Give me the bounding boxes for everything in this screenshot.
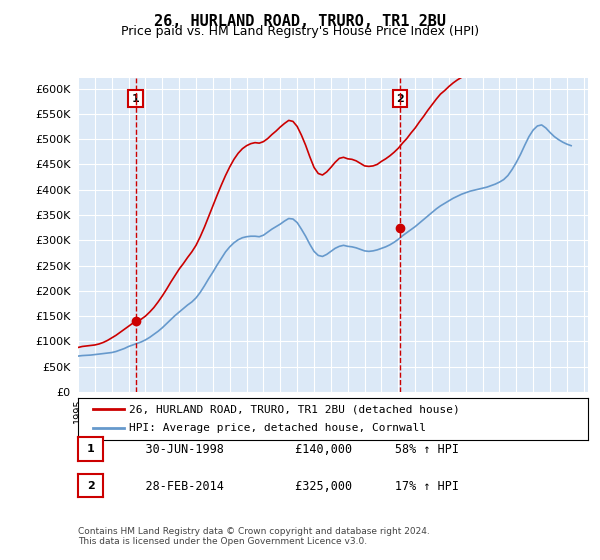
Text: 2: 2 bbox=[87, 480, 94, 491]
Text: 26, HURLAND ROAD, TRURO, TR1 2BU (detached house): 26, HURLAND ROAD, TRURO, TR1 2BU (detach… bbox=[129, 404, 460, 414]
Text: HPI: Average price, detached house, Cornwall: HPI: Average price, detached house, Corn… bbox=[129, 423, 426, 433]
Text: 30-JUN-1998          £140,000      58% ↑ HPI: 30-JUN-1998 £140,000 58% ↑ HPI bbox=[117, 443, 459, 456]
Text: Contains HM Land Registry data © Crown copyright and database right 2024.
This d: Contains HM Land Registry data © Crown c… bbox=[78, 526, 430, 546]
Text: 1: 1 bbox=[132, 94, 139, 104]
Text: 28-FEB-2014          £325,000      17% ↑ HPI: 28-FEB-2014 £325,000 17% ↑ HPI bbox=[117, 479, 459, 493]
Text: 26, HURLAND ROAD, TRURO, TR1 2BU: 26, HURLAND ROAD, TRURO, TR1 2BU bbox=[154, 14, 446, 29]
Text: 2: 2 bbox=[396, 94, 404, 104]
Text: 1: 1 bbox=[87, 444, 94, 454]
Text: Price paid vs. HM Land Registry's House Price Index (HPI): Price paid vs. HM Land Registry's House … bbox=[121, 25, 479, 38]
